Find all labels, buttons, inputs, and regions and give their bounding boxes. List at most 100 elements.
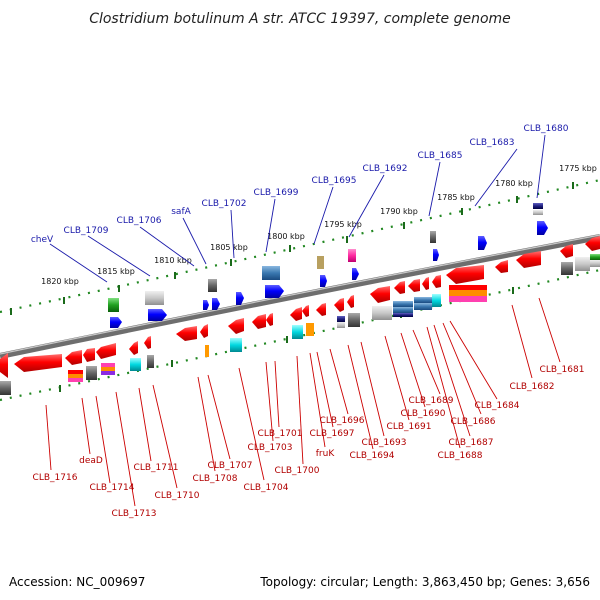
gene-block[interactable] bbox=[68, 378, 83, 382]
gene-arrow[interactable] bbox=[495, 260, 508, 273]
gene-arrow[interactable] bbox=[212, 298, 220, 310]
gene-block[interactable] bbox=[337, 322, 345, 328]
gene-label-top: CLB_1695 bbox=[312, 176, 357, 186]
gene-block[interactable] bbox=[230, 338, 242, 352]
gene-arrow[interactable] bbox=[14, 354, 62, 372]
kbp-ticks-reverse bbox=[59, 287, 514, 392]
gene-arrow[interactable] bbox=[200, 324, 208, 338]
gene-arrow[interactable] bbox=[537, 221, 548, 235]
gene-arrow[interactable] bbox=[83, 348, 95, 362]
gene-arrow[interactable] bbox=[96, 343, 116, 359]
gene-label-bottom: CLB_1693 bbox=[362, 438, 407, 448]
gene-arrow[interactable] bbox=[560, 244, 573, 258]
gene-arrow[interactable] bbox=[320, 275, 327, 287]
gene-label-bottom: CLB_1691 bbox=[387, 422, 432, 432]
gene-arrow[interactable] bbox=[394, 281, 405, 294]
gene-arrow[interactable] bbox=[352, 268, 359, 280]
gene-label-bottom: CLB_1688 bbox=[438, 451, 483, 461]
gene-block[interactable] bbox=[101, 367, 115, 371]
gene-block[interactable] bbox=[449, 296, 487, 302]
gene-label-bottom: CLB_1689 bbox=[409, 396, 454, 406]
gene-label-top: cheV bbox=[31, 235, 54, 245]
gene-block[interactable] bbox=[292, 325, 303, 339]
gene-arrow[interactable] bbox=[408, 279, 420, 292]
gene-arrow[interactable] bbox=[433, 249, 439, 261]
gene-arrow[interactable] bbox=[228, 318, 244, 334]
gene-arrow[interactable] bbox=[585, 236, 600, 251]
gene-block[interactable] bbox=[430, 231, 436, 243]
gene-block[interactable] bbox=[348, 249, 356, 262]
gene-block[interactable] bbox=[393, 313, 413, 317]
gene-arrow[interactable] bbox=[302, 305, 309, 317]
gene-block[interactable] bbox=[317, 256, 324, 269]
gene-block[interactable] bbox=[147, 355, 154, 368]
gene-arrow[interactable] bbox=[176, 326, 197, 341]
gene-block[interactable] bbox=[533, 203, 543, 209]
gene-block[interactable] bbox=[145, 291, 164, 305]
gene-label-bottom: CLB_1708 bbox=[193, 474, 238, 484]
gene-block[interactable] bbox=[449, 290, 487, 296]
gene-block[interactable] bbox=[414, 303, 432, 310]
gene-label-bottom: CLB_1710 bbox=[155, 491, 200, 501]
gene-arrow[interactable] bbox=[203, 300, 209, 310]
gene-block[interactable] bbox=[68, 370, 83, 374]
gene-block[interactable] bbox=[337, 316, 345, 322]
gene-block[interactable] bbox=[208, 279, 217, 292]
gene-arrow[interactable] bbox=[446, 265, 484, 284]
gene-arrow[interactable] bbox=[129, 341, 138, 355]
kbp-label: 1790 kbp bbox=[380, 207, 418, 216]
gene-arrow[interactable] bbox=[334, 298, 344, 312]
gene-block[interactable] bbox=[590, 254, 600, 260]
gene-label-top: CLB_1692 bbox=[363, 164, 408, 174]
kbp-label: 1800 kbp bbox=[267, 232, 305, 241]
gene-block[interactable] bbox=[101, 363, 115, 367]
kbp-ticks bbox=[10, 182, 574, 315]
gene-arrow[interactable] bbox=[516, 251, 541, 268]
gene-block[interactable] bbox=[348, 313, 360, 327]
gene-label-bottom: CLB_1716 bbox=[33, 473, 78, 483]
accession-text: Accession: NC_009697 bbox=[9, 575, 145, 589]
gene-label-bottom: fruK bbox=[316, 449, 336, 459]
gene-label-top: CLB_1680 bbox=[524, 124, 569, 134]
gene-arrow[interactable] bbox=[0, 353, 8, 378]
gene-block[interactable] bbox=[68, 374, 83, 378]
gene-arrow[interactable] bbox=[370, 286, 390, 303]
gene-block[interactable] bbox=[101, 371, 115, 375]
gene-arrow[interactable] bbox=[422, 277, 429, 290]
gene-block[interactable] bbox=[306, 323, 314, 336]
gene-block[interactable] bbox=[533, 210, 543, 215]
kbp-label: 1775 kbp bbox=[559, 164, 597, 173]
gene-arrow[interactable] bbox=[316, 303, 326, 316]
gene-block[interactable] bbox=[372, 306, 392, 320]
gene-arrow[interactable] bbox=[110, 317, 122, 328]
gene-block[interactable] bbox=[414, 297, 432, 303]
gene-block[interactable] bbox=[205, 345, 209, 357]
gene-arrow[interactable] bbox=[347, 295, 354, 308]
gene-label-bottom: CLB_1687 bbox=[449, 438, 494, 448]
gene-block[interactable] bbox=[432, 294, 441, 307]
gene-block[interactable] bbox=[393, 307, 413, 313]
gene-label-bottom: CLB_1704 bbox=[244, 483, 289, 493]
gene-arrow[interactable] bbox=[148, 309, 167, 321]
genome-backbone bbox=[0, 234, 600, 359]
gene-label-top: CLB_1709 bbox=[64, 226, 109, 236]
gene-block[interactable] bbox=[262, 266, 280, 280]
gene-block[interactable] bbox=[130, 358, 141, 371]
gene-block[interactable] bbox=[0, 381, 11, 395]
gene-block[interactable] bbox=[86, 366, 97, 380]
gene-arrow[interactable] bbox=[266, 313, 273, 326]
gene-arrow[interactable] bbox=[290, 307, 302, 321]
gene-arrow[interactable] bbox=[236, 292, 244, 305]
gene-block[interactable] bbox=[449, 285, 487, 290]
gene-block[interactable] bbox=[590, 260, 600, 267]
gene-block[interactable] bbox=[561, 262, 573, 275]
gene-arrow[interactable] bbox=[478, 236, 487, 250]
gene-arrow[interactable] bbox=[265, 285, 284, 298]
gene-arrow[interactable] bbox=[144, 336, 151, 349]
gene-arrow[interactable] bbox=[65, 350, 82, 365]
gene-block[interactable] bbox=[575, 257, 590, 271]
gene-arrow[interactable] bbox=[252, 314, 266, 329]
gene-arrow[interactable] bbox=[432, 275, 441, 288]
gene-block[interactable] bbox=[393, 301, 413, 307]
gene-block[interactable] bbox=[108, 298, 119, 312]
